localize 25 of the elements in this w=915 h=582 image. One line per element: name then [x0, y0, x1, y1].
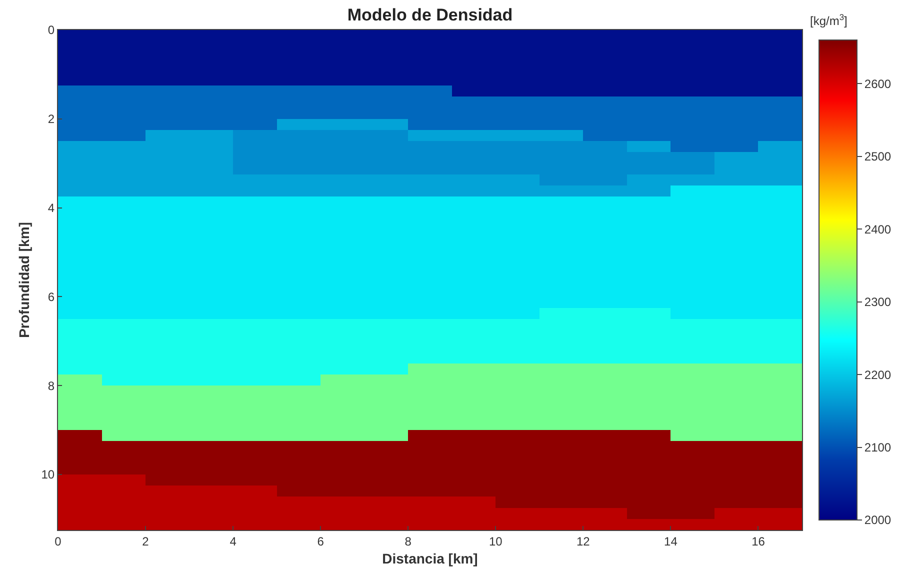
y-tick-label: 4 — [48, 200, 55, 215]
x-tick-label: 10 — [488, 534, 503, 548]
y-tick-label: 10 — [41, 468, 55, 482]
y-tick-label: 2 — [48, 112, 55, 126]
y-tick-label: 8 — [48, 378, 55, 393]
x-tick-label: 2 — [142, 534, 150, 548]
x-tick-label: 8 — [404, 534, 412, 548]
x-tick-label: 4 — [230, 534, 237, 548]
color-bar-title: [kg/m$^{3}$] — [810, 12, 848, 28]
y-tick-label: 6 — [48, 290, 55, 304]
chart-title: Modelo de Densidad — [347, 6, 513, 25]
y-tick-label: 0 — [48, 23, 55, 38]
x-tick-label: 6 — [317, 534, 324, 548]
color-bar-label: 2600 — [864, 76, 892, 91]
x-tick-label: 14 — [664, 534, 678, 548]
x-tick-label: 12 — [576, 534, 590, 548]
color-bar-label: 2100 — [864, 440, 892, 454]
color-bar-label: 2000 — [864, 513, 892, 528]
color-bar-label: 2200 — [864, 368, 892, 382]
x-tick-label: 16 — [752, 534, 766, 548]
color-bar-label: 2300 — [864, 295, 892, 310]
color-bar-label: 2400 — [864, 222, 892, 236]
color-bar-label: 2500 — [864, 150, 892, 164]
y-axis-title: Profundidad [km] — [16, 222, 32, 338]
x-axis-title: Distancia [km] — [382, 550, 478, 567]
